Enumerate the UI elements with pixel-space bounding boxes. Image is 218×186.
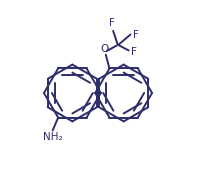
Text: O: O	[101, 44, 109, 54]
Text: NH₂: NH₂	[43, 132, 63, 142]
Text: F: F	[131, 47, 137, 57]
Text: F: F	[133, 30, 139, 39]
Text: F: F	[109, 18, 115, 28]
